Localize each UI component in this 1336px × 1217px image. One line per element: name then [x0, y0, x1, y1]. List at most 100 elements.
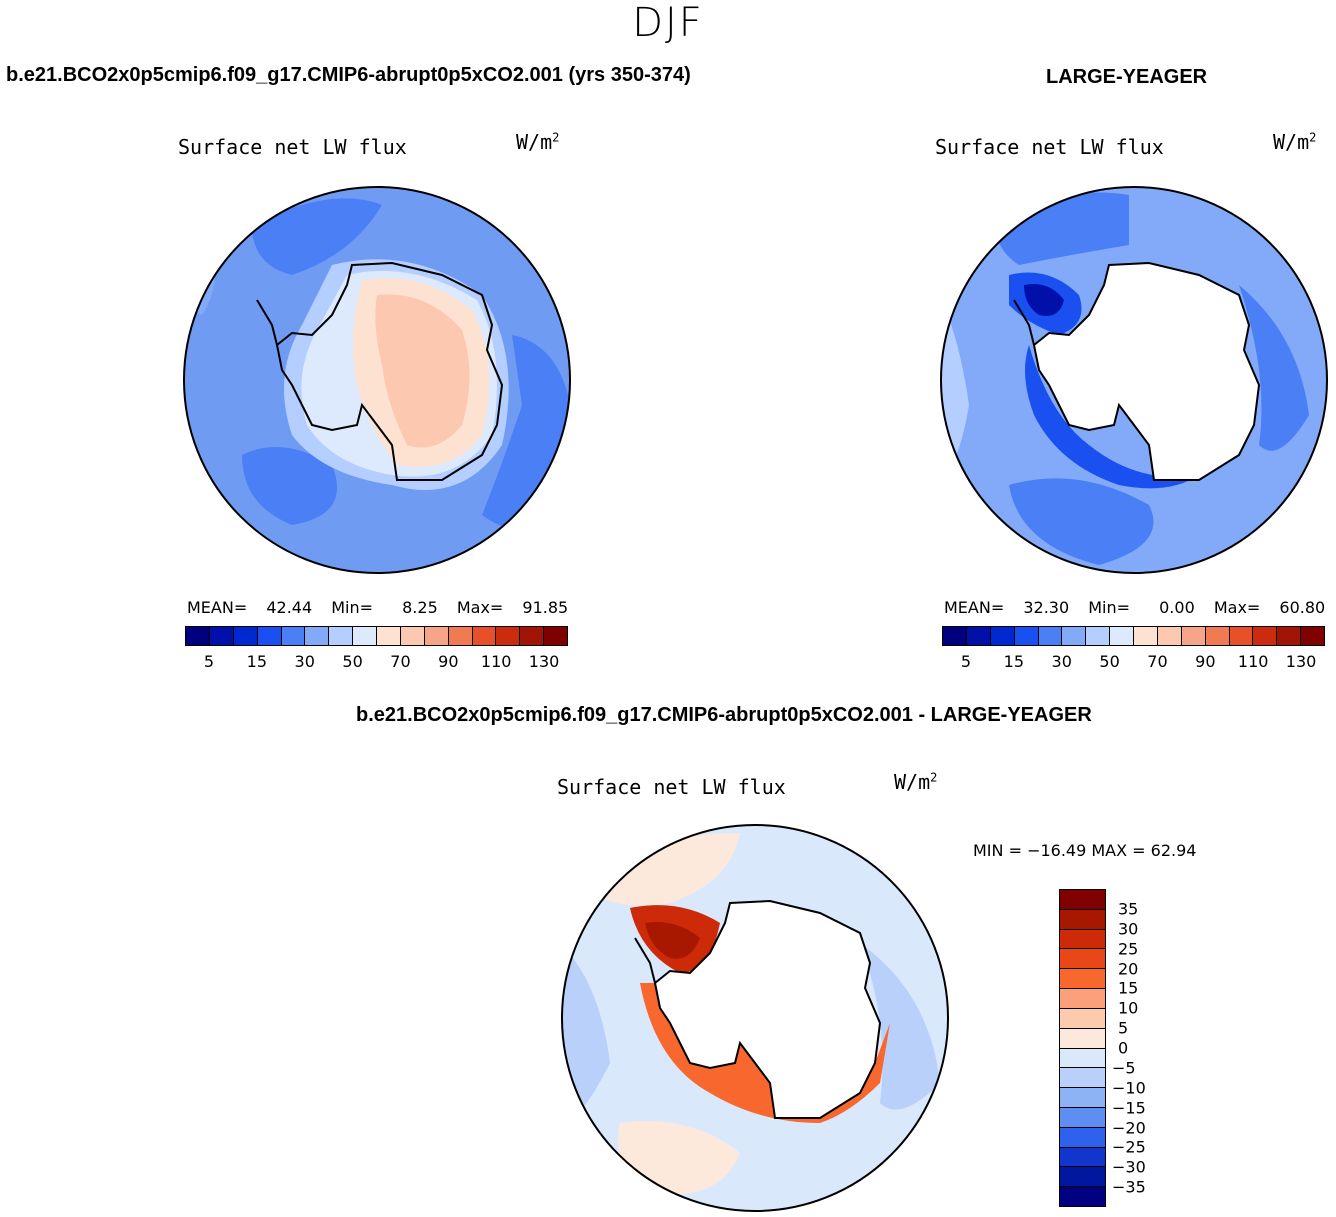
colorbar-swatch-14	[1277, 627, 1302, 645]
colorbar-tick-label: −30	[1112, 1157, 1146, 1177]
colorbar-swatch-0	[943, 627, 967, 645]
colorbar-swatch-5	[305, 627, 330, 645]
control-map	[940, 186, 1328, 574]
diff-variable-label: Surface net LW flux	[557, 775, 786, 799]
case-unit-label: W/m2	[516, 130, 560, 154]
colorbar-swatch-13	[1060, 1147, 1105, 1168]
control-stats: MEAN= 32.30 Min= 0.00 Max= 60.80	[944, 598, 1325, 617]
colorbar-tick-label: −25	[1112, 1137, 1146, 1157]
control-colorbar-ticks: 5 15 30 50 70 90 110 130	[942, 652, 1325, 674]
control-shelf-ring	[1025, 345, 1199, 489]
colorbar-swatch-1	[966, 627, 991, 645]
case-colorbar	[185, 626, 568, 646]
case-title: b.e21.BCO2x0p5cmip6.f09_g17.CMIP6-abrupt…	[6, 64, 691, 86]
colorbar-tick-label: 30	[1051, 652, 1072, 671]
colorbar-tick-label: 90	[1195, 652, 1216, 671]
diff-colorbar-ticks: 35 30 25 20 15 10 5 0 −5 −10 −15 −20 −25 −30 −35	[1112, 889, 1172, 1207]
colorbar-swatch-15	[1301, 627, 1324, 645]
colorbar-swatch-13	[1253, 627, 1278, 645]
control-map-border	[940, 186, 1328, 574]
case-min-value: 8.25	[402, 598, 438, 617]
colorbar-swatch-7	[1110, 627, 1134, 645]
colorbar-swatch-15	[544, 627, 567, 645]
case-mean-label: MEAN=	[187, 598, 248, 617]
diff-peninsula-outline	[634, 937, 656, 984]
case-colorbar-ticks: 5 15 30 50 70 90 110 130	[185, 652, 568, 674]
colorbar-tick-label: 50	[342, 652, 363, 671]
colorbar-tick-label: 0	[1118, 1038, 1129, 1058]
case-max-value: 91.85	[522, 598, 569, 617]
colorbar-tick-label: 30	[1118, 919, 1139, 939]
colorbar-swatch-1	[1060, 909, 1105, 930]
case-interior	[375, 294, 470, 448]
colorbar-swatch-12	[472, 627, 497, 645]
diff-band-north	[580, 833, 740, 906]
colorbar-tick-label: −15	[1112, 1098, 1146, 1118]
case-variable-label: Surface net LW flux	[178, 135, 407, 159]
colorbar-swatch-8	[1134, 627, 1158, 645]
diff-shelf-weddell-core	[645, 922, 700, 959]
season-title: DJF	[632, 0, 704, 46]
control-min-label: Min=	[1088, 598, 1131, 617]
colorbar-swatch-5	[1062, 627, 1087, 645]
colorbar-tick-label: 15	[1118, 978, 1139, 998]
colorbar-swatch-10	[424, 627, 449, 645]
case-map	[183, 186, 571, 574]
case-max-label: Max=	[456, 598, 504, 617]
colorbar-tick-label: 50	[1099, 652, 1120, 671]
colorbar-tick-label: 130	[528, 652, 560, 671]
colorbar-swatch-2	[990, 627, 1015, 645]
diff-minmax: MIN = −16.49 MAX = 62.94	[973, 841, 1197, 860]
colorbar-swatch-1	[209, 627, 234, 645]
colorbar-swatch-12	[1229, 627, 1254, 645]
diff-unit-label: W/m2	[894, 770, 938, 794]
control-variable-label: Surface net LW flux	[935, 135, 1164, 159]
colorbar-swatch-4	[1060, 969, 1105, 990]
case-stats: MEAN= 42.44 Min= 8.25 Max= 91.85	[187, 598, 568, 617]
colorbar-swatch-9	[1157, 627, 1182, 645]
colorbar-swatch-3	[1014, 627, 1039, 645]
diff-map	[561, 824, 949, 1212]
colorbar-swatch-6	[1060, 1008, 1105, 1029]
colorbar-tick-label: 25	[1118, 939, 1139, 959]
colorbar-swatch-5	[1060, 989, 1105, 1009]
colorbar-swatch-4	[281, 627, 306, 645]
diff-antarctica-mask	[653, 899, 882, 1119]
case-band-sw	[242, 447, 337, 525]
colorbar-tick-label: −35	[1112, 1177, 1146, 1197]
colorbar-swatch-0	[186, 627, 210, 645]
diff-shelf-ring	[640, 983, 890, 1123]
colorbar-tick-label: −20	[1112, 1118, 1146, 1137]
colorbar-swatch-11	[1205, 627, 1230, 645]
colorbar-swatch-2	[1060, 929, 1105, 950]
colorbar-swatch-6	[329, 627, 354, 645]
diff-map-border	[561, 824, 949, 1212]
control-shelf-weddell-core	[1024, 284, 1064, 316]
colorbar-swatch-0	[1060, 890, 1105, 910]
control-max-value: 60.80	[1279, 598, 1326, 617]
diff-title: b.e21.BCO2x0p5cmip6.f09_g17.CMIP6-abrupt…	[356, 704, 1092, 726]
colorbar-tick-label: 130	[1285, 652, 1317, 671]
case-peninsula-outline	[256, 299, 278, 346]
colorbar-swatch-9	[1060, 1068, 1105, 1089]
colorbar-swatch-11	[1060, 1107, 1105, 1128]
colorbar-tick-label: −10	[1112, 1078, 1146, 1098]
control-max-label: Max=	[1213, 598, 1261, 617]
colorbar-tick-label: 90	[438, 652, 459, 671]
colorbar-tick-label: 5	[960, 652, 972, 671]
colorbar-swatch-3	[257, 627, 282, 645]
diff-band-south	[618, 1121, 740, 1195]
colorbar-swatch-8	[1060, 1048, 1105, 1069]
colorbar-swatch-7	[1060, 1028, 1105, 1049]
colorbar-swatch-2	[233, 627, 258, 645]
colorbar-swatch-6	[1086, 627, 1111, 645]
colorbar-tick-label: 5	[203, 652, 215, 671]
colorbar-tick-label: 5	[1118, 1018, 1129, 1038]
colorbar-tick-label: 35	[1118, 899, 1139, 919]
colorbar-swatch-14	[520, 627, 545, 645]
case-map-border	[183, 186, 571, 574]
colorbar-swatch-15	[1060, 1187, 1105, 1206]
colorbar-swatch-7	[353, 627, 377, 645]
colorbar-swatch-3	[1060, 949, 1105, 970]
colorbar-swatch-8	[377, 627, 401, 645]
